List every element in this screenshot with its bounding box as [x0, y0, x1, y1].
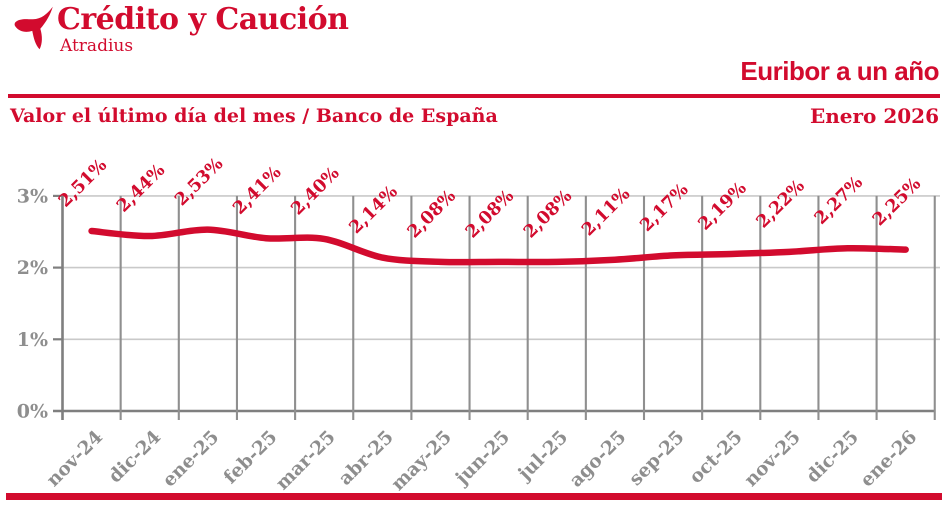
page-title: Euribor a un año [740, 56, 939, 86]
x-axis-label: oct-25 [686, 427, 747, 488]
y-axis-label: 3% [17, 185, 48, 207]
x-axis-label: jun-25 [450, 427, 514, 491]
brand-name: Crédito y Caución [57, 2, 349, 37]
x-axis-label: ago-25 [566, 427, 631, 492]
x-axis-label: jul-25 [513, 427, 572, 486]
value-label: 2,40% [288, 163, 344, 219]
value-label: 2,53% [171, 154, 227, 210]
brand-subname: Atradius [60, 36, 134, 56]
value-label: 2,51% [55, 155, 111, 211]
y-axis-label: 2% [17, 257, 48, 279]
report-date: Enero 2026 [809, 104, 939, 128]
chart-line [88, 226, 909, 266]
x-axis-label: ene-26 [857, 427, 922, 492]
header-separator-line [8, 94, 940, 98]
x-axis-label: nov-24 [43, 427, 107, 491]
credito-y-caucion-logo-icon [14, 6, 53, 50]
y-axis-label: 0% [17, 401, 48, 423]
value-label: 2,41% [229, 162, 285, 218]
x-axis-label: dic-25 [802, 427, 863, 488]
x-axis-label: sep-25 [625, 427, 688, 490]
x-axis-label: may-25 [388, 427, 456, 492]
euribor-line-chart: 0%1%2%3%nov-24dic-24ene-25feb-25mar-25ab… [17, 154, 940, 492]
y-axis-label: 1% [17, 329, 48, 351]
x-axis-label: nov-25 [741, 427, 805, 491]
x-axis-label: dic-24 [105, 427, 166, 488]
x-axis-label: mar-25 [272, 427, 340, 492]
value-label: 2,44% [113, 160, 169, 216]
chart-source-subtitle: Valor el último día del mes / Banco de E… [10, 105, 498, 127]
x-axis-label: ene-25 [159, 427, 224, 492]
footer-bar [6, 493, 942, 500]
